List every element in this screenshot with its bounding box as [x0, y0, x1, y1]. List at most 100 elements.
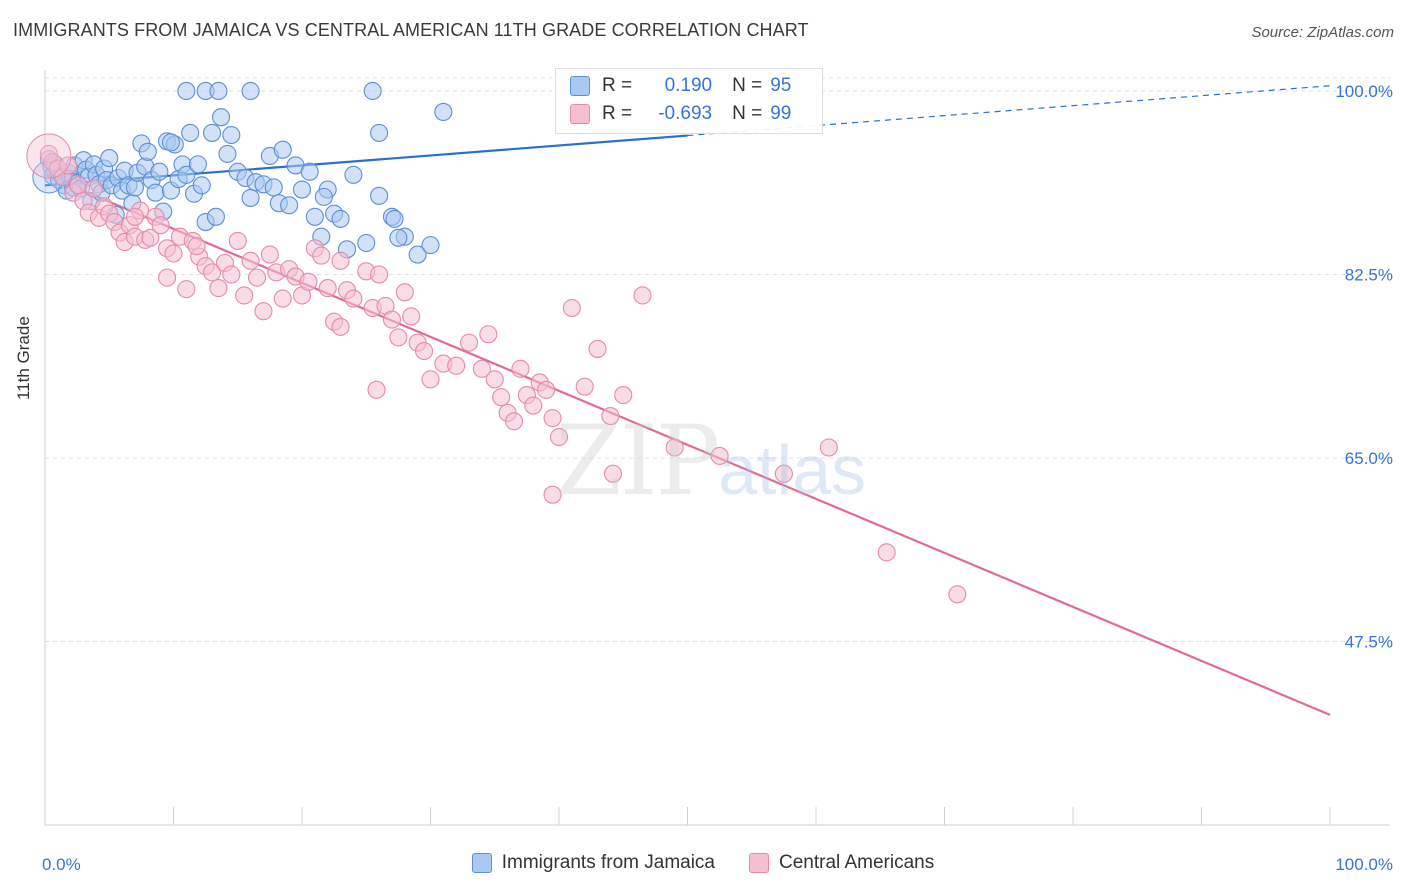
r-label: R = [602, 103, 633, 124]
point-jamaica [370, 186, 389, 205]
r-value: 0.190 [664, 75, 713, 96]
point-jamaica [273, 140, 292, 159]
point-central-americans [228, 231, 247, 250]
point-central-americans [543, 409, 562, 428]
grid [45, 77, 1390, 642]
point-central-americans [537, 380, 556, 399]
point-jamaica [370, 123, 389, 142]
watermark-zip: ZIP [555, 405, 720, 517]
point-jamaica [264, 178, 283, 197]
point-central-americans [177, 280, 196, 299]
point-jamaica [150, 162, 169, 181]
legend-label-central-americans: Central Americans [779, 852, 935, 873]
stats-legend: R = 0.190 N = 95 R = -0.693 N = 99 [555, 68, 823, 134]
point-jamaica [177, 81, 196, 101]
point-central-americans [524, 396, 543, 415]
point-central-americans [665, 438, 684, 457]
chart-title: IMMIGRANTS FROM JAMAICA VS CENTRAL AMERI… [13, 20, 809, 40]
legend-item-central-americans[interactable]: Central Americans [749, 852, 934, 874]
point-central-americans [389, 328, 408, 347]
point-jamaica [100, 149, 119, 168]
point-central-americans [260, 245, 279, 264]
y-tick-label: 100.0% [1335, 82, 1393, 101]
point-central-americans [472, 359, 491, 378]
point-jamaica [363, 81, 382, 101]
point-central-americans [562, 298, 581, 318]
point-central-americans [84, 179, 103, 198]
trend-line-jamaica-extension [687, 85, 1331, 137]
point-jamaica [177, 165, 196, 184]
legend-swatch-blue [471, 853, 492, 873]
legend-label-jamaica: Immigrants from Jamaica [501, 852, 716, 873]
point-jamaica [331, 209, 350, 228]
point-central-americans [203, 263, 222, 282]
n-label: N = [732, 103, 763, 124]
tick-labels: 100.0% 82.5% 65.0% 47.5% 0.0% 100.0% [42, 82, 1393, 874]
point-central-americans [125, 207, 144, 226]
point-jamaica [280, 196, 299, 215]
x-tick-label: 100.0% [1335, 855, 1393, 874]
point-jamaica [222, 125, 241, 145]
y-tick-label: 65.0% [1345, 449, 1393, 468]
point-central-americans [877, 543, 896, 562]
y-tick-label: 82.5% [1345, 265, 1393, 284]
point-jamaica [218, 144, 237, 163]
point-jamaica [211, 108, 231, 127]
point-central-americans [222, 265, 241, 284]
point-central-americans [543, 485, 562, 504]
point-central-americans [299, 272, 318, 291]
point-central-americans [774, 464, 793, 483]
point-jamaica [161, 133, 180, 152]
n-value: 95 [770, 75, 792, 96]
point-central-americans [247, 268, 267, 287]
series-central-americans [26, 133, 967, 604]
point-central-americans [447, 356, 466, 375]
point-central-americans [164, 244, 183, 263]
point-central-americans [344, 289, 363, 308]
watermark-atlas: atlas [718, 431, 867, 509]
point-jamaica [421, 236, 440, 255]
point-central-americans [504, 412, 524, 431]
point-central-americans [485, 370, 504, 389]
point-jamaica [408, 245, 427, 264]
point-jamaica [292, 180, 312, 199]
point-central-americans [601, 406, 620, 426]
point-central-americans [370, 265, 389, 284]
point-central-americans [141, 228, 160, 247]
stats-swatch-pink [570, 104, 590, 124]
point-jamaica [314, 187, 333, 206]
point-central-americans [318, 279, 337, 298]
point-jamaica [305, 207, 324, 226]
point-central-americans [549, 427, 569, 447]
n-label: N = [732, 75, 763, 96]
legend-item-jamaica[interactable]: Immigrants from Jamaica [471, 852, 716, 874]
point-central-americans [819, 438, 838, 457]
point-central-americans [511, 359, 530, 378]
r-value: -0.693 [658, 103, 713, 124]
point-central-americans [614, 386, 633, 405]
point-jamaica [209, 81, 228, 101]
point-central-americans [415, 341, 434, 361]
point-jamaica [138, 142, 157, 161]
point-central-americans [948, 585, 967, 604]
point-central-americans [710, 446, 729, 465]
point-jamaica [203, 123, 222, 142]
point-jamaica [206, 207, 225, 226]
point-central-americans [158, 268, 177, 287]
point-central-americans [254, 302, 273, 321]
legend-swatch-pink [749, 853, 770, 873]
point-jamaica [357, 233, 376, 253]
stats-row-jamaica: R = 0.190 N = 95 [570, 75, 791, 97]
point-jamaica [344, 165, 363, 184]
source-label: Source: ZipAtlas.com [1251, 24, 1394, 41]
stats-swatch-blue [570, 76, 590, 96]
y-axis-label: 11th Grade [14, 316, 33, 400]
point-central-americans [241, 251, 260, 270]
y-tick-label: 47.5% [1345, 632, 1393, 651]
point-central-americans [331, 317, 350, 336]
point-central-americans [151, 216, 170, 235]
point-central-americans [382, 310, 402, 329]
point-central-americans [421, 370, 440, 389]
point-jamaica [389, 228, 408, 247]
